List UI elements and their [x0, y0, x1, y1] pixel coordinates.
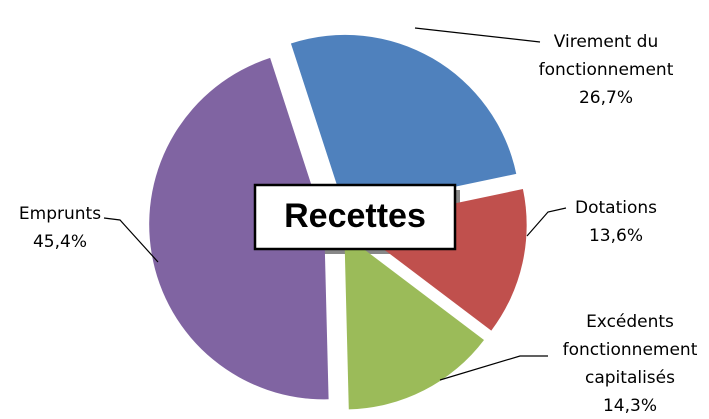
value-label: 45,4% — [33, 232, 87, 252]
pie-slice — [149, 57, 329, 400]
pie-slice — [290, 34, 517, 210]
slice-label: Virement du fonctionnement — [539, 32, 674, 80]
slice-label: Excédents fonctionnement capitalisés — [563, 312, 698, 388]
slice-label: Dotations — [575, 198, 657, 218]
value-label: 13,6% — [589, 226, 643, 246]
value-label: 14,3% — [603, 396, 657, 416]
leader-line — [439, 355, 548, 381]
title-box — [253, 183, 457, 251]
value-label: 26,7% — [579, 88, 633, 108]
leader-line — [526, 207, 567, 237]
slice-label: Emprunts — [19, 204, 101, 224]
leader-line — [103, 217, 159, 263]
chart-title: Recettes — [284, 197, 426, 235]
pie-slice — [344, 234, 485, 410]
leader-line — [414, 27, 541, 43]
